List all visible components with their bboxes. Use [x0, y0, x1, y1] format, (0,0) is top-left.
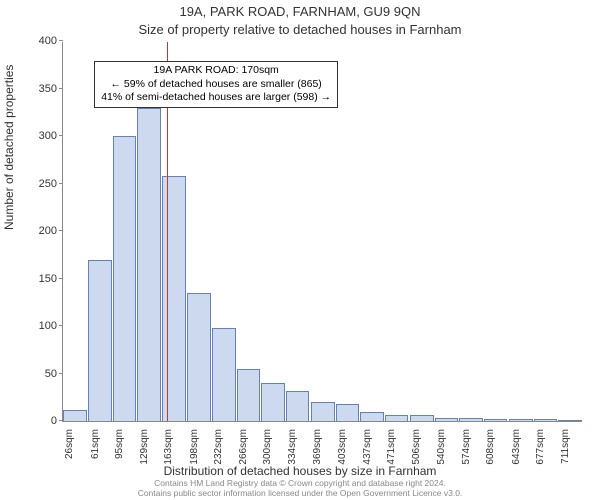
- y-tick-label: 0: [51, 415, 63, 427]
- y-tick-label: 100: [39, 320, 63, 332]
- histogram-bar: [534, 419, 558, 421]
- y-tick-label: 150: [39, 273, 63, 285]
- x-tick-label: 643sqm: [511, 429, 522, 465]
- histogram-bar: [137, 108, 161, 422]
- chart-container: 19A, PARK ROAD, FARNHAM, GU9 9QN Size of…: [0, 0, 600, 500]
- annotation-line1: 19A PARK ROAD: 170sqm: [154, 64, 279, 76]
- y-tick-mark: [59, 183, 63, 184]
- histogram-bar: [286, 391, 310, 421]
- x-tick-label: 163sqm: [163, 429, 174, 465]
- histogram-bar: [187, 293, 211, 421]
- histogram-bar: [484, 419, 508, 421]
- histogram-bar: [63, 410, 87, 421]
- footer-line2: Contains public sector information licen…: [138, 488, 463, 498]
- histogram-bar: [435, 418, 459, 421]
- histogram-bar: [311, 402, 335, 421]
- y-tick-label: 50: [45, 368, 63, 380]
- histogram-bar: [385, 415, 409, 421]
- histogram-bar: [237, 369, 261, 421]
- histogram-bar: [336, 404, 360, 421]
- x-tick-label: 506sqm: [411, 429, 422, 465]
- x-tick-label: 232sqm: [213, 429, 224, 465]
- x-tick-label: 26sqm: [64, 429, 75, 459]
- x-tick-label: 608sqm: [485, 429, 496, 465]
- plot-area: 05010015020025030035040026sqm61sqm95sqm1…: [62, 42, 582, 422]
- histogram-bar: [509, 419, 533, 421]
- x-tick-label: 95sqm: [114, 429, 125, 459]
- y-tick-label: 400: [39, 35, 63, 47]
- y-tick-mark: [59, 325, 63, 326]
- x-tick-label: 471sqm: [386, 429, 397, 465]
- chart-title-line1: 19A, PARK ROAD, FARNHAM, GU9 9QN: [0, 4, 600, 19]
- y-tick-label: 200: [39, 225, 63, 237]
- annotation-box: 19A PARK ROAD: 170sqm ← 59% of detached h…: [94, 61, 338, 108]
- x-tick-label: 677sqm: [535, 429, 546, 465]
- chart-title-line2: Size of property relative to detached ho…: [0, 22, 600, 37]
- y-tick-mark: [59, 135, 63, 136]
- histogram-bar: [360, 412, 384, 422]
- y-axis-label: Number of detached properties: [2, 65, 16, 230]
- x-tick-label: 129sqm: [139, 429, 150, 465]
- x-tick-label: 334sqm: [287, 429, 298, 465]
- x-tick-label: 574sqm: [461, 429, 472, 465]
- y-tick-mark: [59, 278, 63, 279]
- annotation-line3: 41% of semi-detached houses are larger (…: [101, 91, 331, 103]
- y-tick-mark: [59, 40, 63, 41]
- x-tick-label: 61sqm: [90, 429, 101, 459]
- x-axis-label: Distribution of detached houses by size …: [0, 464, 600, 478]
- x-tick-label: 266sqm: [238, 429, 249, 465]
- y-tick-mark: [59, 373, 63, 374]
- histogram-bar: [88, 260, 112, 422]
- y-tick-label: 300: [39, 130, 63, 142]
- x-tick-label: 540sqm: [436, 429, 447, 465]
- y-tick-label: 250: [39, 178, 63, 190]
- chart-footer: Contains HM Land Registry data © Crown c…: [8, 479, 592, 498]
- x-tick-label: 711sqm: [560, 429, 571, 464]
- histogram-bar: [212, 328, 236, 421]
- y-tick-mark: [59, 88, 63, 89]
- x-tick-label: 300sqm: [262, 429, 273, 465]
- y-tick-mark: [59, 230, 63, 231]
- x-tick-label: 437sqm: [362, 429, 373, 465]
- histogram-bar: [558, 420, 582, 421]
- histogram-bar: [459, 418, 483, 421]
- x-tick-label: 369sqm: [312, 429, 323, 465]
- annotation-line2: ← 59% of detached houses are smaller (86…: [111, 78, 322, 90]
- histogram-bar: [113, 136, 137, 421]
- histogram-bar: [410, 415, 434, 421]
- x-tick-label: 198sqm: [189, 429, 200, 465]
- histogram-bar: [261, 383, 285, 421]
- y-tick-label: 350: [39, 83, 63, 95]
- histogram-bar: [162, 176, 186, 421]
- x-tick-label: 403sqm: [337, 429, 348, 465]
